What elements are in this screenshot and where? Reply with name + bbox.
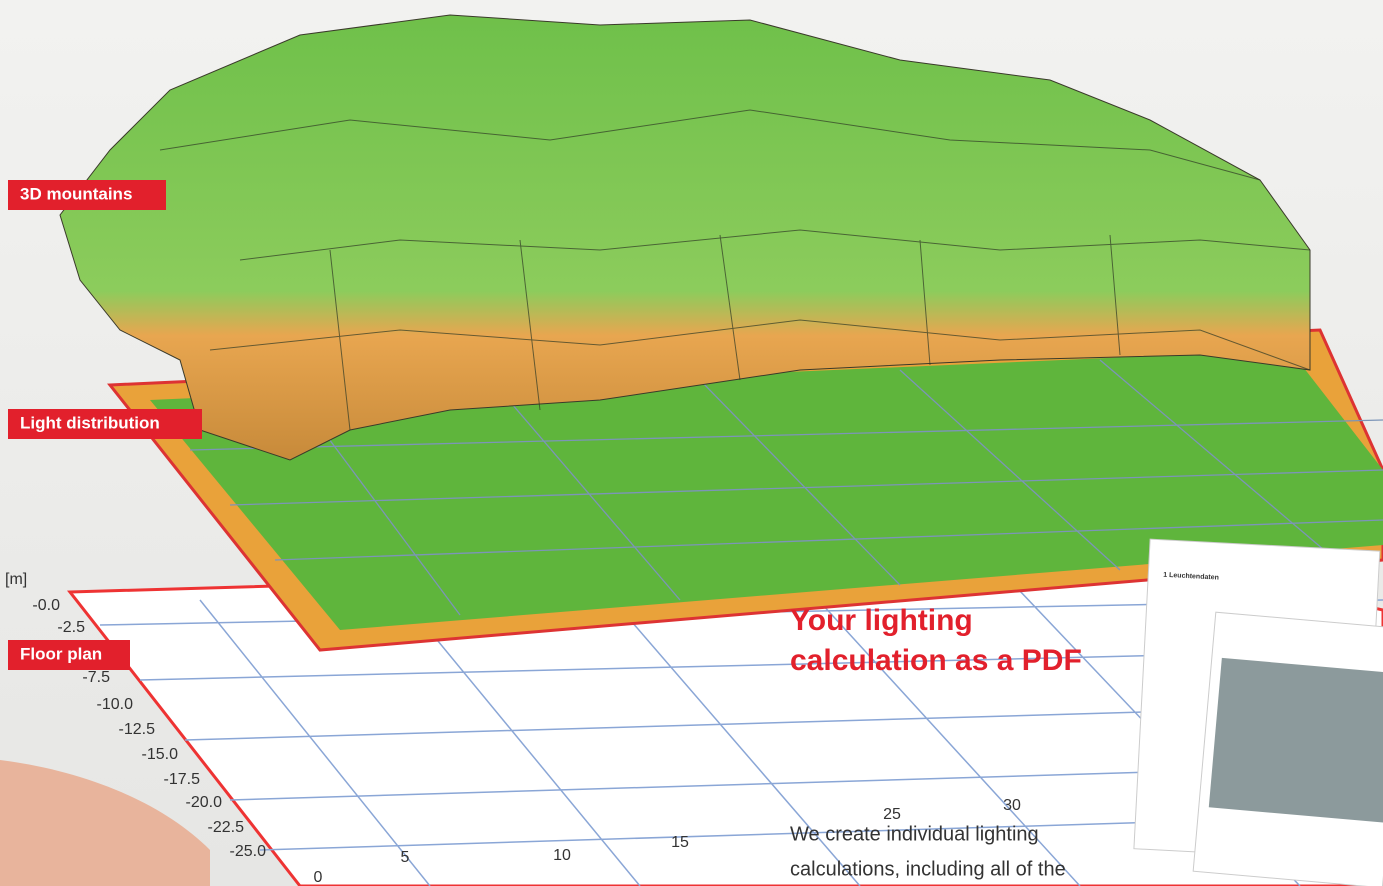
pdf-section: 1 Leuchtendaten xyxy=(1163,572,1219,582)
mountain-mesh xyxy=(159,109,1311,431)
label: Floor plan xyxy=(20,644,102,663)
axis-label: -25.0 xyxy=(230,843,267,860)
label-box xyxy=(8,180,166,210)
label: Light distribution xyxy=(20,413,160,432)
pdf-page-front xyxy=(1192,611,1383,886)
label-box xyxy=(8,409,202,439)
promo-heading: Your lighting xyxy=(790,604,973,637)
label: 3D mountains xyxy=(20,184,132,203)
distribution-grid xyxy=(189,359,1383,616)
axis-label: -0.0 xyxy=(32,597,60,614)
hand xyxy=(0,760,210,886)
axis-label: 10 xyxy=(553,847,571,864)
axis-label: -2.5 xyxy=(57,619,85,636)
distribution-green xyxy=(150,350,1383,630)
axis-label: 5 xyxy=(401,849,410,866)
axis-label: -15.0 xyxy=(142,746,179,763)
axis-label: 30 xyxy=(1003,797,1021,814)
axis-label: -20.0 xyxy=(186,794,223,811)
axis-label: -10.0 xyxy=(97,696,134,713)
label-box xyxy=(8,640,130,670)
axis-unit: [m] xyxy=(5,571,27,588)
axis-label: -17.5 xyxy=(164,771,201,788)
promo-body: We create individual lighting xyxy=(790,823,1039,845)
axis-label: -22.5 xyxy=(208,819,245,836)
axis-label: 15 xyxy=(671,834,689,851)
axis-label: 0 xyxy=(314,869,323,886)
axis-label: -7.5 xyxy=(82,669,110,686)
promo-body: calculations, including all of the xyxy=(790,858,1066,880)
axis-label: 25 xyxy=(883,806,901,823)
axis-label: -12.5 xyxy=(119,721,156,738)
promo-heading: calculation as a PDF xyxy=(790,644,1082,677)
